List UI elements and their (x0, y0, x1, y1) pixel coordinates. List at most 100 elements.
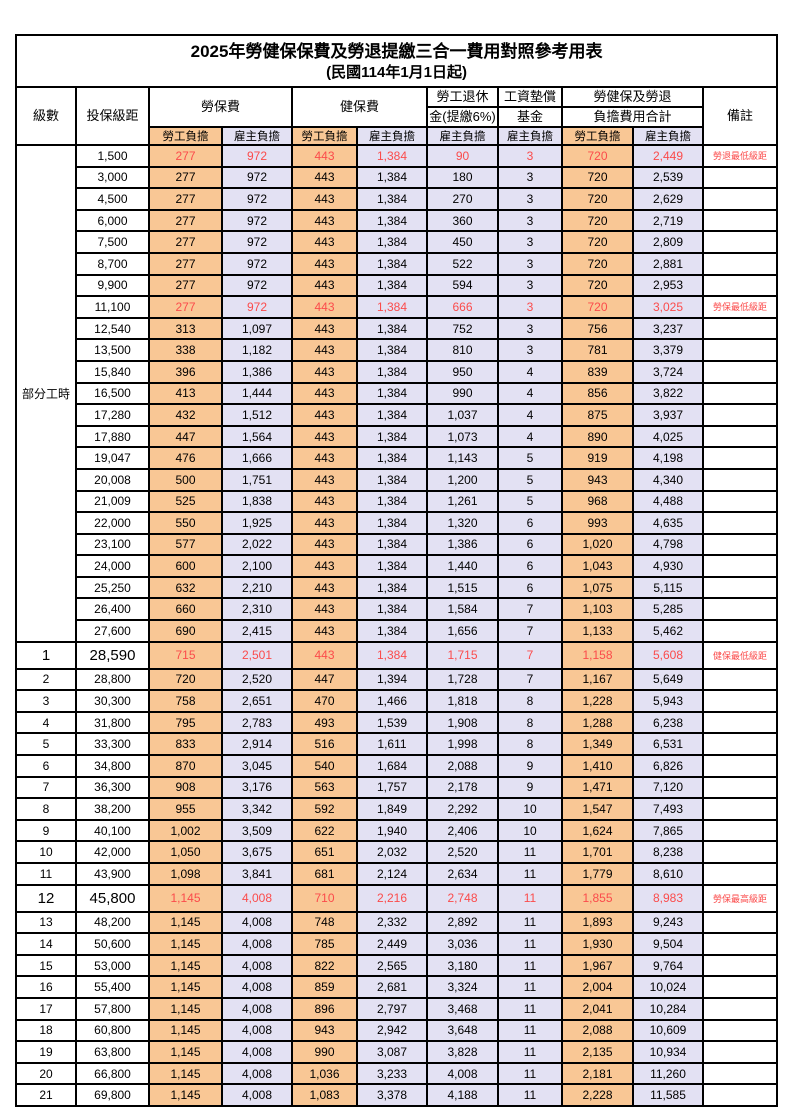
wage-fund-cell: 3 (497, 144, 563, 168)
part-time-grade-cell: 部分工時 (15, 144, 77, 643)
remark-cell (701, 862, 779, 886)
bracket-cell: 1,500 (75, 144, 150, 168)
table-row: 8 38,200 955 3,342 592 1,849 2,292 10 1,547 7,493 (15, 797, 779, 821)
total-employer-cell: 4,635 (632, 511, 704, 535)
total-employer-cell: 10,024 (632, 975, 704, 999)
health-employee-cell: 710 (291, 883, 358, 913)
bracket-cell: 63,800 (75, 1040, 150, 1064)
total-employer-cell: 7,493 (632, 797, 704, 821)
bracket-cell: 50,600 (75, 932, 150, 956)
bracket-cell: 38,200 (75, 797, 150, 821)
total-employee-cell: 1,410 (561, 754, 634, 778)
bracket-cell: 6,000 (75, 208, 150, 233)
bracket-cell: 48,200 (75, 910, 150, 935)
health-employer-cell: 2,797 (356, 996, 428, 1021)
table-row: 13 48,200 1,145 4,008 748 2,332 2,892 11 1,893 9,… (15, 910, 779, 935)
pension-cell: 2,406 (426, 818, 499, 843)
wage-fund-cell: 11 (497, 910, 563, 935)
labor-employer-cell: 3,675 (221, 840, 293, 864)
wage-fund-cell: 10 (497, 818, 563, 843)
labor-employee-cell: 577 (148, 532, 223, 557)
total-employee-cell: 2,088 (561, 1018, 634, 1043)
labor-employer-cell: 1,564 (221, 424, 293, 449)
remark-cell (701, 1083, 779, 1107)
total-employee-cell: 2,135 (561, 1040, 634, 1064)
bracket-cell: 43,900 (75, 862, 150, 886)
labor-employee-cell: 795 (148, 710, 223, 735)
labor-employer-cell: 2,783 (221, 710, 293, 735)
health-employee-cell: 943 (291, 1018, 358, 1043)
wage-fund-cell: 7 (497, 619, 563, 643)
pension-cell: 1,908 (426, 710, 499, 735)
labor-employer-cell: 2,501 (221, 640, 293, 670)
remark-cell (701, 667, 779, 692)
pension-cell: 2,520 (426, 840, 499, 864)
table-row: 9 40,100 1,002 3,509 622 1,940 2,406 10 1,624 7,8… (15, 818, 779, 843)
remark-cell (701, 818, 779, 843)
wage-fund-cell: 6 (497, 554, 563, 578)
remark-cell (701, 910, 779, 935)
remark-cell: 健保最低級距 (701, 640, 779, 670)
labor-employee-cell: 432 (148, 403, 223, 427)
labor-employee-cell: 476 (148, 446, 223, 470)
wage-fund-cell: 3 (497, 187, 563, 211)
total-employee-cell: 2,004 (561, 975, 634, 999)
table-row: 7 36,300 908 3,176 563 1,757 2,178 9 1,471 7,120 (15, 775, 779, 800)
total-employee-cell: 839 (561, 359, 634, 384)
health-employee-cell: 443 (291, 273, 358, 298)
health-employer-cell: 1,384 (356, 251, 428, 276)
remark-cell (701, 338, 779, 362)
labor-employer-cell: 972 (221, 208, 293, 233)
labor-employer-cell: 2,520 (221, 667, 293, 692)
labor-employee-cell: 632 (148, 575, 223, 600)
health-employer-cell: 1,384 (356, 208, 428, 233)
table-row: 27,600 690 2,415 443 1,384 1,656 7 1,133 5,462 (16, 619, 779, 643)
table-row: 11 43,900 1,098 3,841 681 2,124 2,634 11 1,779 8,… (15, 862, 779, 886)
table-row: 7,500 277 972 443 1,384 450 3 720 2,809 (16, 230, 779, 254)
health-employee-cell: 443 (291, 251, 358, 276)
wage-fund-header-line1: 工資墊償 (497, 86, 563, 108)
total-employer-cell: 7,120 (632, 775, 704, 800)
labor-employee-cell: 660 (148, 597, 223, 622)
total-employee-cell: 720 (561, 273, 634, 298)
table-row: 19,047 476 1,666 443 1,384 1,143 5 919 4,198 (16, 446, 779, 470)
total-employer-cell: 2,953 (632, 273, 704, 298)
labor-employee-cell: 955 (148, 797, 223, 821)
labor-employer-share-header: 雇主負擔 (221, 126, 293, 146)
health-employee-cell: 443 (291, 187, 358, 211)
remark-cell (701, 932, 779, 956)
table-row: 17,280 432 1,512 443 1,384 1,037 4 875 3,937 (16, 403, 779, 427)
wage-fund-cell: 3 (497, 165, 563, 190)
table-body: 部分工時 1,500 277 972 443 1,384 90 3 720 2,449 勞退最低級距… (15, 144, 779, 1107)
pension-cell: 180 (426, 165, 499, 190)
labor-employee-cell: 600 (148, 554, 223, 578)
total-employee-cell: 720 (561, 208, 634, 233)
wage-fund-cell: 8 (497, 732, 563, 757)
health-employer-cell: 1,384 (356, 316, 428, 341)
total-employee-cell: 943 (561, 467, 634, 492)
remark-cell (701, 230, 779, 254)
labor-employer-cell: 4,008 (221, 910, 293, 935)
labor-employee-cell: 1,002 (148, 818, 223, 843)
labor-employer-cell: 3,045 (221, 754, 293, 778)
health-employee-cell: 990 (291, 1040, 358, 1064)
health-employee-share-header: 勞工負擔 (291, 126, 358, 146)
table-row: 12,540 313 1,097 443 1,384 752 3 756 3,237 (16, 316, 779, 341)
wage-fund-cell: 11 (497, 932, 563, 956)
wage-fund-cell: 7 (497, 597, 563, 622)
health-employee-cell: 443 (291, 532, 358, 557)
bracket-cell: 26,400 (75, 597, 150, 622)
grade-cell: 14 (15, 932, 77, 956)
bracket-cell: 34,800 (75, 754, 150, 778)
labor-employee-cell: 525 (148, 489, 223, 514)
labor-employee-cell: 1,145 (148, 1083, 223, 1107)
bracket-cell: 22,000 (75, 511, 150, 535)
health-employee-cell: 822 (291, 953, 358, 978)
remark-cell: 勞退最低級距 (701, 144, 779, 168)
labor-employee-cell: 720 (148, 667, 223, 692)
total-employee-cell: 1,288 (561, 710, 634, 735)
total-employee-cell: 1,779 (561, 862, 634, 886)
total-employer-cell: 4,930 (632, 554, 704, 578)
health-employee-cell: 516 (291, 732, 358, 757)
